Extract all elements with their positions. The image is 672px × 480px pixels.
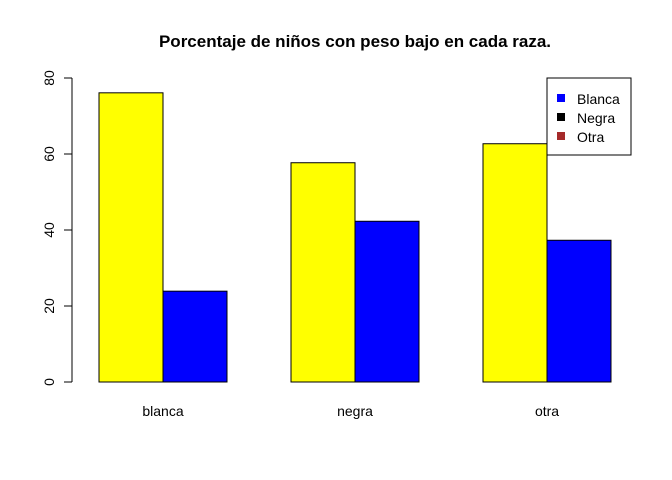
legend: Blanca Negra Otra bbox=[546, 77, 632, 156]
bar-otra-series-2 bbox=[546, 239, 612, 383]
bar-negra-series-1 bbox=[290, 162, 356, 383]
bar-blanca-series-2 bbox=[162, 290, 228, 383]
y-tick-label: 60 bbox=[41, 146, 57, 162]
legend-label: Blanca bbox=[577, 91, 620, 107]
bar-otra-series-1 bbox=[482, 143, 548, 383]
bar-blanca-series-1 bbox=[98, 92, 164, 383]
legend-label: Otra bbox=[577, 129, 604, 145]
legend-swatch bbox=[557, 94, 565, 102]
y-tick-label: 40 bbox=[41, 222, 57, 238]
legend-swatch bbox=[557, 132, 565, 140]
legend-label: Negra bbox=[577, 110, 615, 126]
y-tick-label: 20 bbox=[41, 298, 57, 314]
x-axis-labels: blanca negra otra bbox=[142, 403, 559, 419]
chart-title: Porcentaje de niños con peso bajo en cad… bbox=[159, 32, 551, 51]
legend-swatch bbox=[557, 113, 565, 121]
bar-negra-series-2 bbox=[354, 220, 420, 383]
x-label-negra: negra bbox=[337, 403, 373, 419]
y-tick-label: 0 bbox=[41, 378, 57, 386]
bars bbox=[98, 92, 612, 383]
x-label-otra: otra bbox=[535, 403, 559, 419]
y-tick-label: 80 bbox=[41, 70, 57, 86]
x-label-blanca: blanca bbox=[142, 403, 183, 419]
